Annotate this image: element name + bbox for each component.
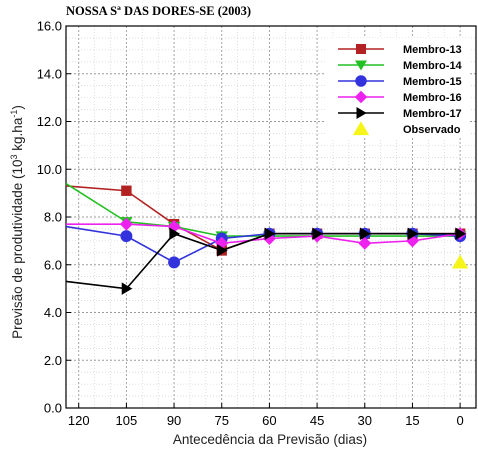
legend-label: Membro-13: [403, 44, 462, 56]
x-tick-label: 90: [167, 413, 181, 428]
x-tick-label: 120: [68, 413, 90, 428]
legend-marker: [352, 121, 370, 136]
data-point: [455, 227, 467, 240]
y-axis-label-sup: 3: [9, 154, 19, 159]
y-tick-label: 2.0: [44, 353, 62, 368]
y-tick-label: 6.0: [44, 257, 62, 272]
series-layer: [65, 182, 469, 295]
x-tick-label: 0: [456, 413, 463, 428]
x-axis-label: Antecedência da Previsão (dias): [173, 432, 367, 447]
data-point: [217, 244, 228, 257]
data-point: [358, 236, 372, 250]
legend-marker: [356, 107, 367, 119]
legend-marker: [355, 75, 367, 87]
y-tick-label: 8.0: [44, 210, 62, 225]
y-tick-label: 0.0: [44, 401, 62, 416]
y-axis-label-end: ): [10, 105, 25, 110]
data-point: [168, 256, 181, 269]
data-point: [312, 227, 324, 240]
legend-label: Membro-16: [403, 92, 462, 104]
x-tick-label: 30: [358, 413, 372, 428]
data-point: [169, 227, 181, 240]
y-tick-label: 12.0: [37, 114, 62, 129]
x-tick-label: 60: [262, 413, 276, 428]
series-observado: [451, 254, 469, 269]
legend-label: Membro-14: [403, 60, 463, 72]
y-axis-label-unit: kg.ha: [10, 117, 25, 154]
y-tick-label: 4.0: [44, 305, 62, 320]
y-axis-label: Previsão de produtividade (103 kg.ha-1): [9, 105, 25, 339]
x-tick-label: 45: [310, 413, 324, 428]
series-membro-17: [65, 227, 467, 295]
x-axis-ticks: 120 105 90 75 60 45 30 15 0: [68, 403, 464, 428]
x-tick-label: 75: [215, 413, 229, 428]
x-tick-label: 15: [405, 413, 419, 428]
data-point: [407, 227, 419, 240]
legend-label: Membro-15: [403, 76, 462, 88]
legend: Membro-13 Membro-14 Membro-15 Membro-16 Memb…: [326, 38, 470, 138]
legend-marker: [355, 60, 367, 71]
y-axis-label-unit-sup: -1: [9, 110, 19, 118]
chart-title: NOSSA Sª DAS DORES-SE (2003): [66, 4, 251, 18]
y-axis-label-main: Previsão de produtividade (10: [10, 159, 25, 338]
y-tick-label: 16.0: [37, 19, 62, 34]
data-point: [121, 282, 133, 295]
legend-label: Observado: [403, 124, 461, 136]
legend-item: Membro-17: [338, 107, 462, 120]
data-point: [119, 217, 133, 231]
legend-item: Membro-16: [338, 90, 462, 104]
data-point: [360, 227, 371, 240]
legend-marker: [356, 44, 366, 54]
legend-item: Membro-14: [338, 60, 463, 72]
legend-marker: [354, 90, 368, 104]
data-point: [120, 230, 133, 243]
legend-background: [326, 38, 470, 138]
data-point: [264, 227, 276, 240]
data-point: [451, 254, 469, 269]
y-tick-label: 10.0: [37, 162, 62, 177]
legend-item: Membro-15: [338, 75, 462, 88]
y-axis-ticks: 0.0 2.0 4.0 6.0 8.0 10.0 12.0 14.0 16.0: [37, 19, 71, 416]
legend-item: Membro-13: [338, 44, 462, 56]
legend-label: Membro-17: [403, 108, 462, 120]
legend-item: Observado: [352, 121, 461, 136]
y-tick-label: 14.0: [37, 66, 62, 81]
data-point: [121, 185, 132, 196]
x-tick-label: 105: [116, 413, 138, 428]
